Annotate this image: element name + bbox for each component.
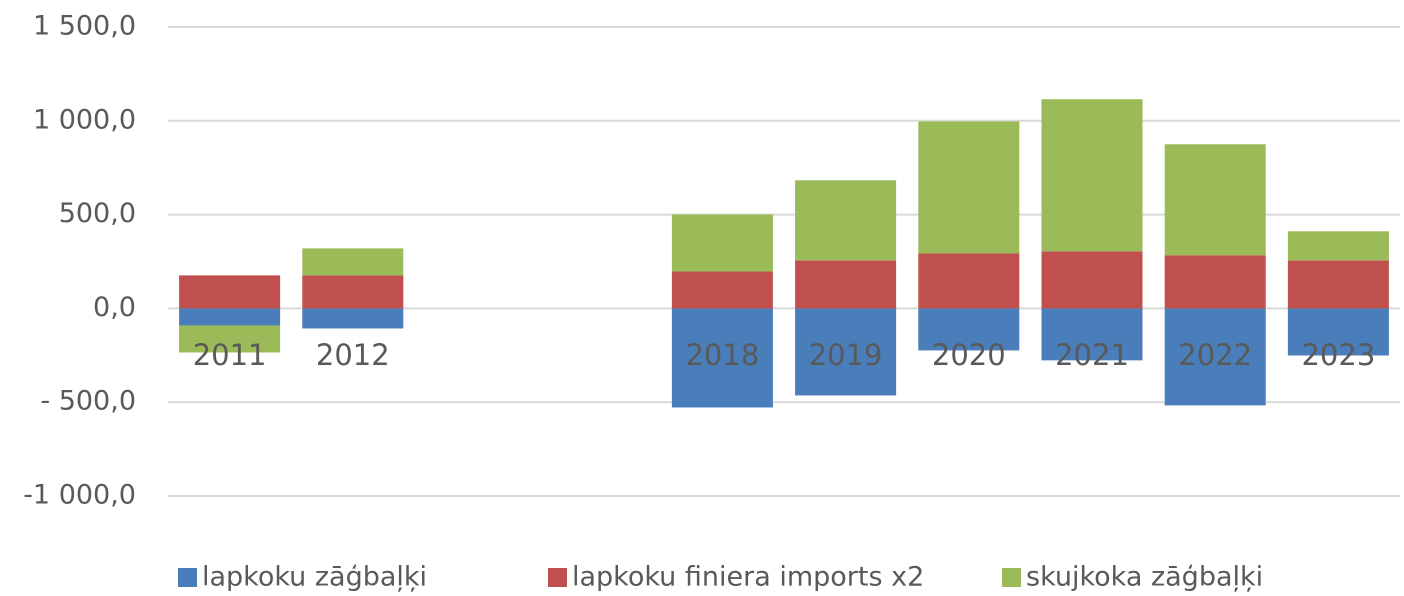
bar-segment bbox=[1287, 231, 1389, 261]
bar-segment bbox=[1164, 255, 1266, 309]
x-tick-label: 2020 bbox=[932, 338, 1006, 372]
bar-segment bbox=[1041, 99, 1143, 252]
bar-segment bbox=[179, 325, 281, 353]
legend-label: lapkoku finiera imports x2 bbox=[572, 562, 924, 593]
bar-segment bbox=[1041, 308, 1143, 361]
bar-segment bbox=[1041, 251, 1143, 309]
x-tick-label: 2023 bbox=[1301, 338, 1375, 372]
x-tick-label: 2011 bbox=[193, 338, 267, 372]
bar-segment bbox=[179, 308, 281, 326]
bar-segment bbox=[795, 180, 897, 261]
x-tick-label: 2022 bbox=[1178, 338, 1252, 372]
bar-segment bbox=[302, 248, 404, 276]
x-tick-label: 2012 bbox=[316, 338, 390, 372]
bar-segment bbox=[179, 275, 281, 309]
bar-segment bbox=[1164, 144, 1266, 256]
legend-label: lapkoku zāģbaļķi bbox=[202, 562, 427, 593]
legend-swatch bbox=[548, 568, 567, 587]
y-tick-label: 0,0 bbox=[93, 292, 136, 323]
y-tick-label: 1 000,0 bbox=[33, 104, 136, 135]
bar-segment bbox=[918, 308, 1020, 351]
bar-segment bbox=[1287, 308, 1389, 356]
y-tick-label: 1 500,0 bbox=[33, 11, 136, 42]
bar-segment bbox=[918, 253, 1020, 309]
x-tick-label: 2018 bbox=[685, 338, 759, 372]
bar-segment bbox=[302, 308, 404, 329]
bar-segment bbox=[671, 271, 773, 309]
bar-segment bbox=[795, 308, 897, 396]
bar-segment bbox=[671, 214, 773, 272]
y-tick-label: -1 000,0 bbox=[23, 480, 136, 511]
x-tick-label: 2021 bbox=[1055, 338, 1129, 372]
legend-swatch bbox=[178, 568, 197, 587]
bar-segment bbox=[918, 121, 1020, 254]
bar-segment bbox=[671, 308, 773, 408]
bar-segment bbox=[1287, 260, 1389, 309]
bar-segment bbox=[1164, 308, 1266, 406]
y-tick-label: - 500,0 bbox=[40, 386, 136, 417]
bar-segment bbox=[795, 260, 897, 309]
legend-swatch bbox=[1002, 568, 1021, 587]
legend-label: skujkoka zāģbaļķi bbox=[1026, 562, 1263, 593]
x-tick-label: 2019 bbox=[809, 338, 883, 372]
y-tick-label: 500,0 bbox=[59, 198, 136, 229]
bar-segment bbox=[302, 275, 404, 309]
